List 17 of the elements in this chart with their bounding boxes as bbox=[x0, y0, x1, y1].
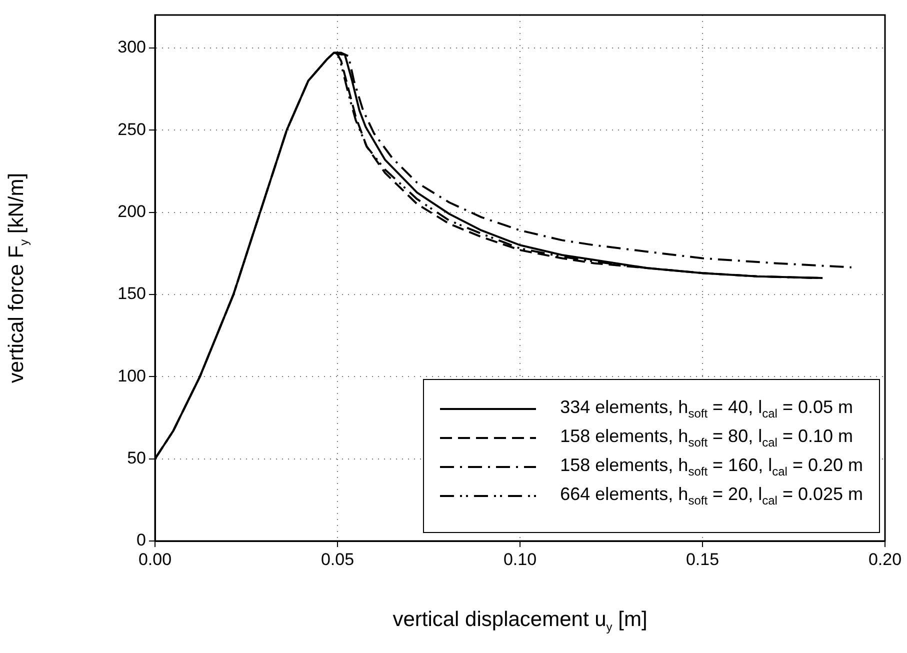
x-tick-label: 0.15 bbox=[686, 550, 720, 569]
y-tick-label: 300 bbox=[118, 38, 146, 57]
legend-label: 334 elements, h$_{soft}$ = 40, l$_{cal}$ = 0.05 m bbox=[560, 396, 853, 420]
y-tick-label: 150 bbox=[118, 284, 146, 304]
y-tick-label: 250 bbox=[118, 120, 146, 139]
x-axis-title: vertical displacement u$_{y}$ [m] bbox=[392, 608, 648, 634]
legend-label: 664 elements, h$_{soft}$ = 20, l$_{cal}$ = 0.025 m bbox=[560, 484, 863, 508]
y-tick-label: 200 bbox=[118, 202, 146, 221]
legend-label: 158 elements, h$_{soft}$ = 160, l$_{cal}$ = 0.20 m bbox=[560, 454, 863, 478]
y-tick-label: 50 bbox=[127, 448, 146, 468]
x-tick-label: 0.10 bbox=[503, 550, 537, 569]
x-tick-label: 0.20 bbox=[868, 550, 902, 569]
x-tick-label: 0.00 bbox=[138, 550, 172, 569]
x-tick-label: 0.05 bbox=[320, 550, 354, 569]
y-tick-label: 0 bbox=[136, 530, 146, 550]
legend-label: 158 elements, h$_{soft}$ = 80, l$_{cal}$ = 0.10 m bbox=[560, 426, 853, 450]
y-tick-label: 100 bbox=[118, 366, 146, 386]
